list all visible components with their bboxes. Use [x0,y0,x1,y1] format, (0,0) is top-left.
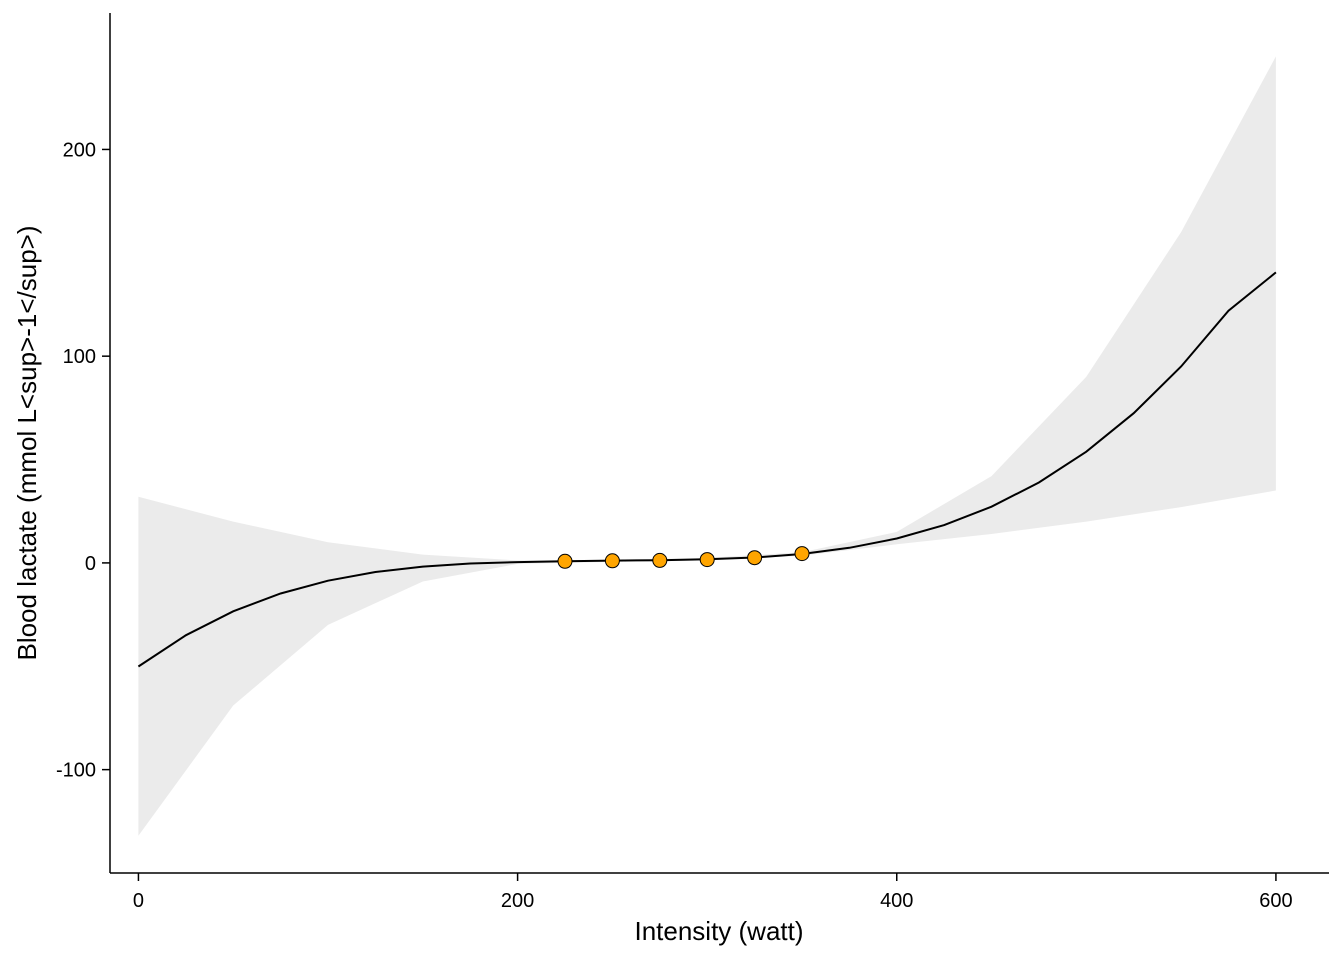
x-tick-label: 0 [133,890,144,912]
data-point [794,546,810,562]
data-point [652,552,668,568]
y-tick-label: -100 [56,760,96,782]
x-tick-label: 200 [501,890,534,912]
plot-area [137,56,1277,836]
x-tick-label: 600 [1259,890,1292,912]
x-tick-label: 400 [880,890,913,912]
data-points [557,546,810,569]
x-axis-ticks: 0 200 400 600 [133,873,1293,912]
y-tick-label: 100 [63,346,96,368]
y-axis-title: Blood lactate (mmol L<sup>-1</sup>) [12,225,42,660]
y-axis-ticks: -100 0 100 200 [56,139,110,782]
data-point [699,552,715,568]
y-tick-label: 0 [85,553,96,575]
x-axis-title: Intensity (watt) [634,916,803,946]
data-point [604,553,620,569]
data-point [747,550,763,566]
data-point [557,553,573,569]
y-tick-label: 200 [63,139,96,161]
confidence-band [138,56,1276,836]
